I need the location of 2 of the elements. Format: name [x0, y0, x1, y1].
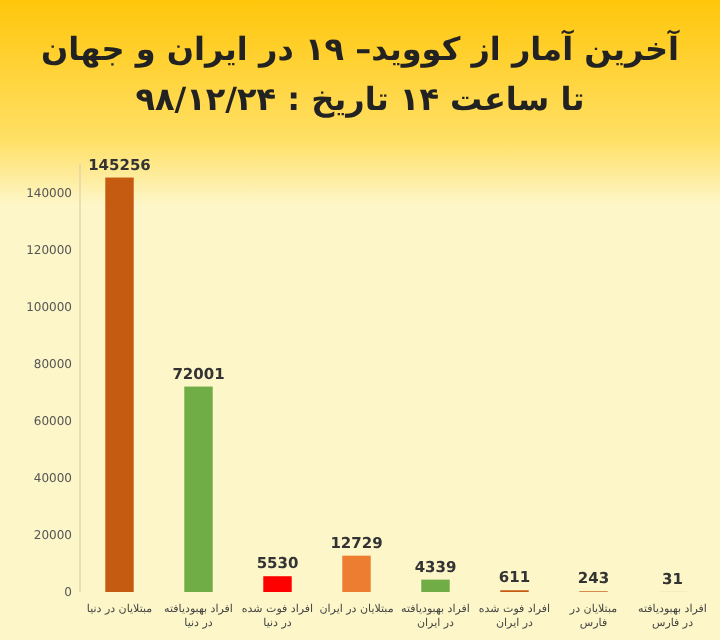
subtitle: تا ساعت ۱۴ تاریخ : ۹۸/۱۲/۲۴ [135, 80, 585, 118]
title: آخرین آمار از کووید– ۱۹ در ایران و جهان [40, 30, 680, 68]
